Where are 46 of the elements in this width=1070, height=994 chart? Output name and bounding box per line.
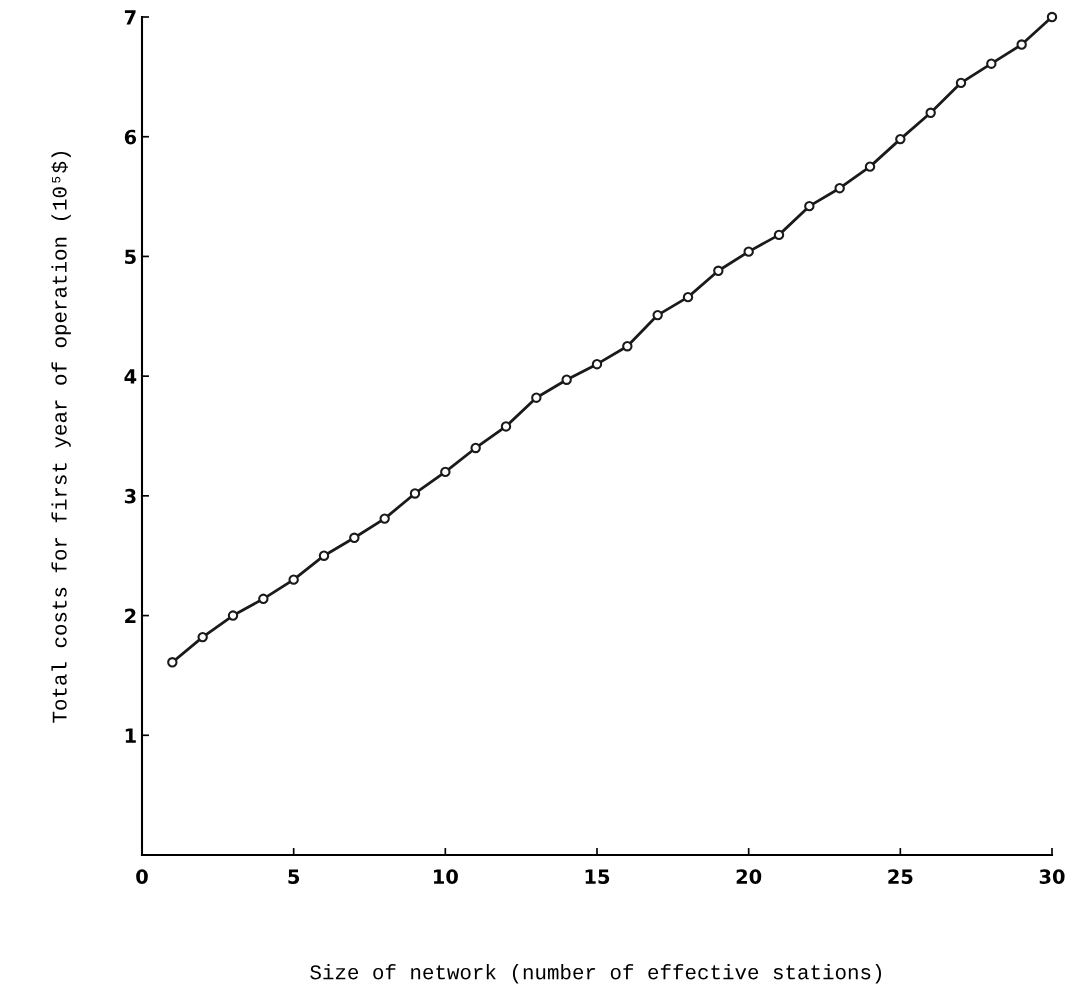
y-tick-label: 5 [125, 249, 136, 265]
x-axis-title: Size of network (number of effective stations) [310, 964, 882, 984]
point [804, 200, 815, 212]
x-tick-label: 20 [736, 869, 762, 884]
point [652, 309, 663, 321]
point [470, 442, 481, 454]
x-tick-label: 15 [585, 869, 610, 884]
y-tick-label: 7 [124, 10, 136, 25]
point [713, 265, 724, 276]
point [1046, 11, 1058, 23]
point [955, 77, 967, 89]
point [591, 358, 603, 370]
x-tick-label: 5 [288, 869, 300, 884]
y-tick-label: 1 [125, 728, 136, 743]
point [682, 291, 694, 303]
y-tick-label: 4 [124, 369, 137, 384]
x-tick-label: 10 [434, 869, 458, 884]
point [258, 593, 269, 605]
point [622, 341, 633, 352]
y-tick-label: 3 [124, 488, 136, 504]
point [986, 58, 997, 69]
point [379, 513, 390, 524]
point [409, 488, 421, 499]
point [227, 610, 239, 621]
point [925, 107, 936, 118]
point [743, 246, 754, 257]
x-tick-label: 0 [136, 869, 148, 884]
point [440, 466, 451, 478]
point [288, 574, 299, 585]
point [500, 421, 512, 432]
y-tick-label: 2 [125, 608, 136, 623]
point [834, 182, 845, 194]
y-axis-title: Total costs for first year of operation (10⁵$) [51, 151, 71, 723]
point [773, 229, 785, 241]
point [531, 392, 542, 403]
point [895, 133, 906, 145]
point [561, 374, 572, 385]
point [197, 631, 208, 643]
point [349, 532, 360, 543]
point [864, 161, 876, 172]
point [167, 657, 178, 668]
x-tick-label: 30 [1039, 869, 1065, 884]
y-tick-label: 6 [124, 129, 137, 145]
point [318, 550, 330, 561]
point [1016, 39, 1027, 50]
x-tick-label: 25 [888, 869, 913, 884]
